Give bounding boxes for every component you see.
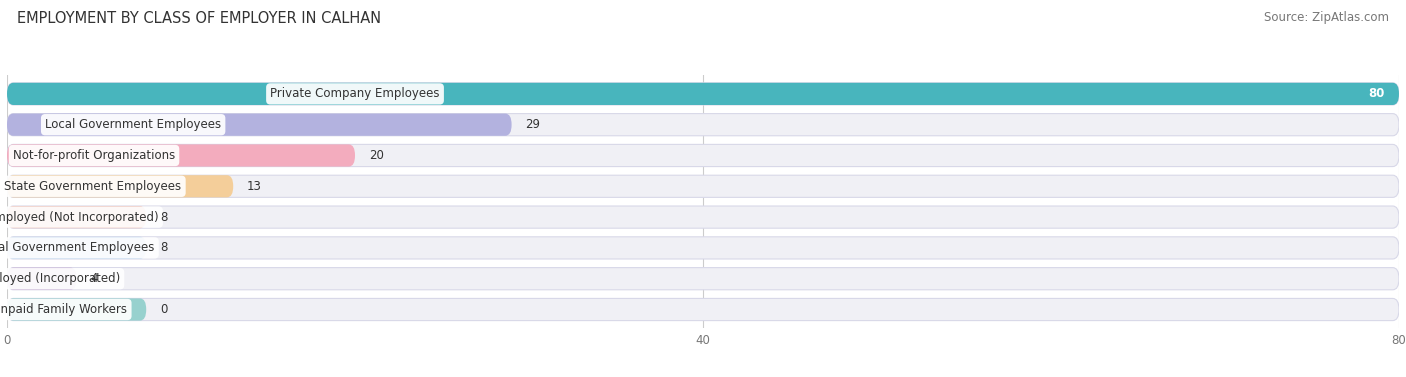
Text: Not-for-profit Organizations: Not-for-profit Organizations [13,149,176,162]
FancyBboxPatch shape [7,113,512,136]
Text: Self-Employed (Incorporated): Self-Employed (Incorporated) [0,272,120,285]
Text: 20: 20 [368,149,384,162]
Text: 4: 4 [90,272,98,285]
Text: Federal Government Employees: Federal Government Employees [0,241,155,254]
Text: 8: 8 [160,241,167,254]
FancyBboxPatch shape [7,113,1399,136]
Text: 80: 80 [1368,87,1385,100]
FancyBboxPatch shape [7,237,146,259]
FancyBboxPatch shape [7,268,77,290]
FancyBboxPatch shape [7,268,1399,290]
Text: 29: 29 [526,118,540,131]
FancyBboxPatch shape [7,144,1399,167]
Text: Source: ZipAtlas.com: Source: ZipAtlas.com [1264,11,1389,24]
Text: 13: 13 [247,180,262,193]
Text: Self-Employed (Not Incorporated): Self-Employed (Not Incorporated) [0,211,159,224]
FancyBboxPatch shape [7,175,1399,198]
Text: EMPLOYMENT BY CLASS OF EMPLOYER IN CALHAN: EMPLOYMENT BY CLASS OF EMPLOYER IN CALHA… [17,11,381,26]
Text: 8: 8 [160,211,167,224]
Text: 0: 0 [160,303,167,316]
FancyBboxPatch shape [7,83,1399,105]
Text: Local Government Employees: Local Government Employees [45,118,221,131]
FancyBboxPatch shape [7,206,1399,228]
FancyBboxPatch shape [7,144,354,167]
FancyBboxPatch shape [7,175,233,198]
FancyBboxPatch shape [7,299,146,320]
FancyBboxPatch shape [7,206,146,228]
FancyBboxPatch shape [7,299,1399,320]
Text: Private Company Employees: Private Company Employees [270,87,440,100]
FancyBboxPatch shape [7,83,1399,105]
Text: Unpaid Family Workers: Unpaid Family Workers [0,303,128,316]
Text: State Government Employees: State Government Employees [4,180,181,193]
FancyBboxPatch shape [7,237,1399,259]
